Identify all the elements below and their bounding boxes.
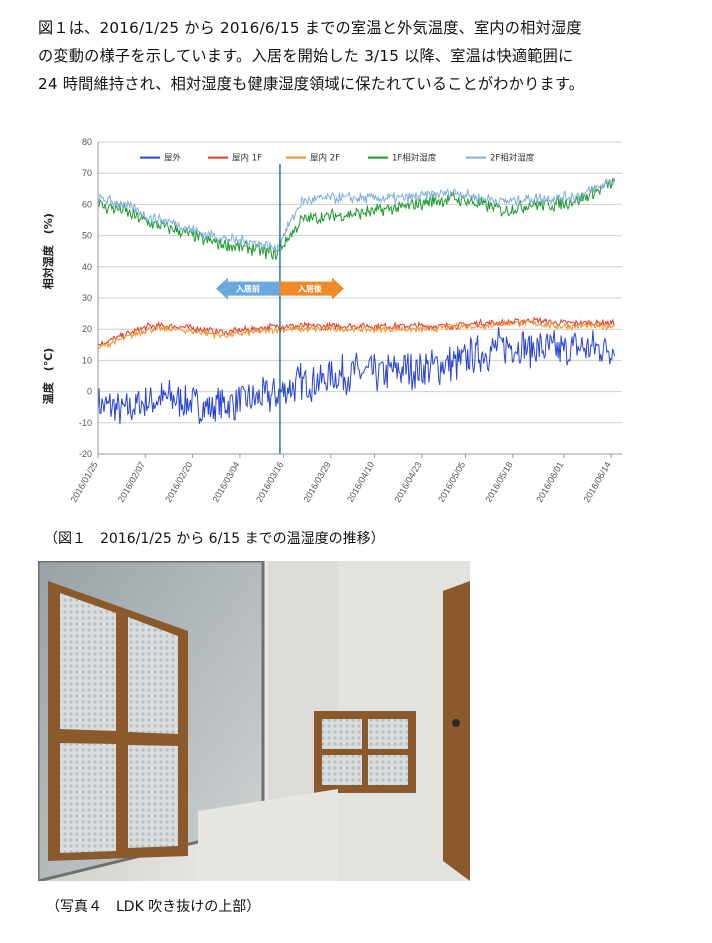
x-tick-label: 2016/05/05 bbox=[436, 460, 467, 504]
x-tick-label: 2016/03/29 bbox=[301, 460, 332, 504]
x-tick-label: 2016/03/04 bbox=[210, 460, 241, 504]
y-tick-label: 10 bbox=[82, 355, 92, 365]
x-tick-label: 2016/04/23 bbox=[392, 460, 423, 504]
legend-label-0: 屋外 bbox=[164, 153, 182, 164]
x-tick-label: 2016/06/14 bbox=[582, 460, 613, 504]
x-tick-label: 2016/03/16 bbox=[254, 460, 285, 504]
temperature-humidity-chart: -20 -10 0 10 20 30 40 50 60 70 80 2016/01/25 2016/02… bbox=[38, 128, 638, 528]
chart-axis-layer: -20 -10 0 10 20 30 40 50 60 70 80 2016/01/25 2016/02… bbox=[41, 137, 622, 504]
y-tick-label: 70 bbox=[82, 168, 92, 178]
y-tick-label: 50 bbox=[82, 231, 92, 241]
y-tick-label: -20 bbox=[79, 449, 92, 459]
intro-line-1: 図１は、2016/1/25 から 2016/6/15 までの室温と外気温度、室内… bbox=[38, 19, 582, 37]
legend-label-4: 2F相対湿度 bbox=[490, 153, 535, 164]
y-tick-label: 0 bbox=[87, 387, 92, 397]
chart-annotations: 入居前 入居後 bbox=[215, 277, 344, 300]
x-tick-label: 2016/01/25 bbox=[69, 460, 100, 504]
series-line-1 bbox=[97, 316, 615, 347]
y-tick-label: 60 bbox=[82, 199, 92, 209]
ldk-atrium-photo bbox=[38, 561, 470, 881]
chart-svg: -20 -10 0 10 20 30 40 50 60 70 80 2016/01/25 2016/02… bbox=[41, 137, 622, 504]
before-arrow bbox=[215, 277, 280, 300]
series-line-0 bbox=[97, 327, 616, 425]
x-tick-label: 2016/02/20 bbox=[163, 460, 194, 504]
x-tick-label: 2016/05/18 bbox=[483, 460, 514, 504]
y-label-humidity: 相対湿度 (%) bbox=[41, 213, 55, 289]
intro-paragraph: 図１は、2016/1/25 から 2016/6/15 までの室温と外気温度、室内… bbox=[38, 14, 678, 98]
series-line-2 bbox=[97, 318, 616, 349]
before-label: 入居前 bbox=[235, 284, 260, 294]
photo4-caption: （写真４ LDK 吹き抜けの上部） bbox=[46, 899, 261, 915]
chart-grid bbox=[98, 141, 622, 455]
y-label-temperature: 温度 (℃) bbox=[41, 348, 55, 404]
legend-label-1: 屋内 1F bbox=[232, 153, 262, 164]
x-tick-label: 2016/02/07 bbox=[116, 460, 147, 504]
after-label: 入居後 bbox=[297, 284, 323, 294]
intro-line-3: 24 時間維持され、相対湿度も健康湿度領域に保たれていることがわかります。 bbox=[38, 75, 585, 93]
chart-series-layer bbox=[97, 163, 616, 454]
y-tick-label: 20 bbox=[82, 324, 92, 334]
series-line-4 bbox=[97, 177, 616, 253]
y-tick-label: -10 bbox=[79, 418, 92, 428]
photo-illustration bbox=[38, 561, 470, 881]
intro-line-2: の変動の様子を示しています。入居を開始した 3/15 以降、室温は快適範囲に bbox=[38, 47, 574, 65]
legend-label-3: 1F相対湿度 bbox=[392, 153, 437, 164]
y-tick-label: 40 bbox=[82, 262, 92, 272]
y-tick-label: 30 bbox=[82, 293, 92, 303]
after-arrow bbox=[279, 277, 344, 300]
x-tick-label: 2016/04/10 bbox=[345, 460, 376, 504]
chart-legend: 屋外 屋内 1F 屋内 2F 1F相対湿度 2F相対湿度 bbox=[140, 153, 535, 164]
figure1-caption: （図１ 2016/1/25 から 6/15 までの温湿度の推移） bbox=[44, 531, 385, 547]
y-tick-label: 80 bbox=[82, 137, 92, 147]
legend-label-2: 屋内 2F bbox=[310, 153, 340, 164]
x-tick-label: 2016/06/01 bbox=[534, 460, 565, 504]
series-line-3 bbox=[97, 178, 616, 261]
